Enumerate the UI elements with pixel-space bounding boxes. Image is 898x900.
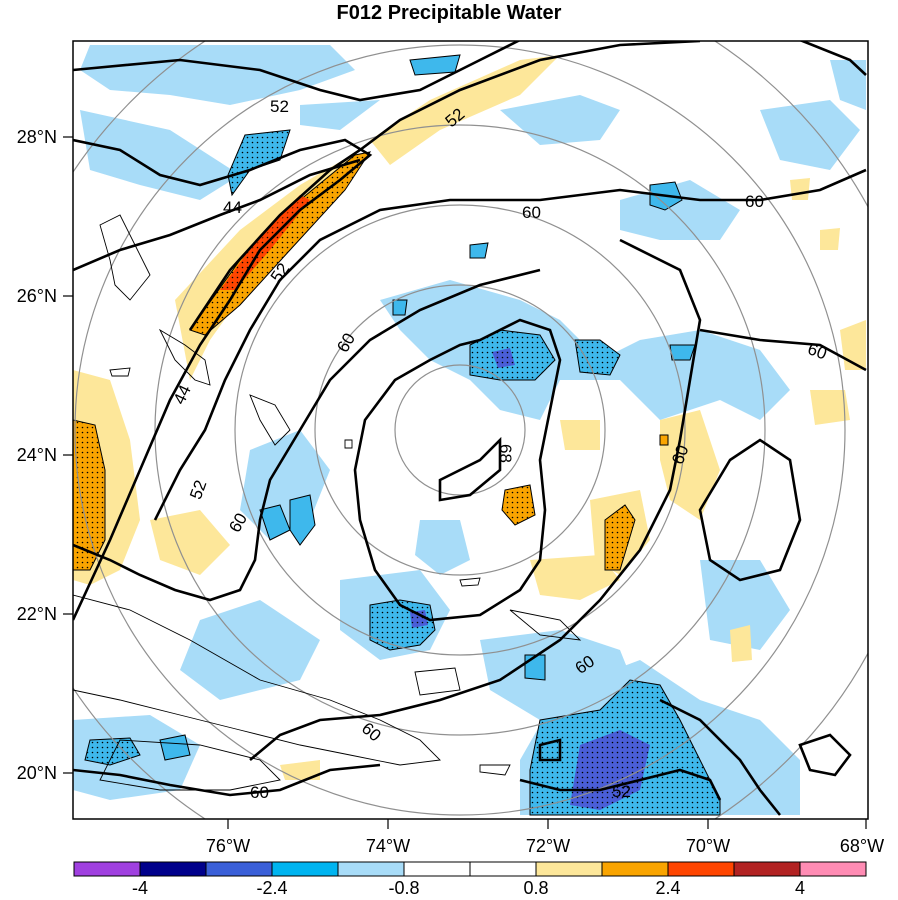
lat-ticks	[63, 136, 73, 774]
lat-label: 22°N	[17, 604, 57, 624]
colorbar-label: -2.4	[256, 878, 287, 898]
colorbar-swatch	[535, 861, 603, 877]
colorbar-swatch	[139, 861, 207, 877]
pw-contours	[73, 41, 867, 816]
lon-labels: 76°W 74°W 72°W 70°W 68°W	[206, 836, 884, 856]
colorbar-swatch	[337, 861, 405, 877]
lat-label: 28°N	[17, 127, 57, 147]
contour-label: 60	[522, 203, 541, 222]
coastlines	[73, 214, 582, 791]
contour-label: 44	[223, 198, 242, 217]
lat-label: 20°N	[17, 763, 57, 783]
colorbar-swatch	[271, 861, 339, 877]
colorbar-swatch	[601, 861, 669, 877]
colorbar	[73, 861, 867, 877]
lon-label: 68°W	[840, 836, 884, 856]
colorbar-swatch	[403, 861, 471, 877]
colorbar-label: -0.8	[388, 878, 419, 898]
lon-label: 76°W	[206, 836, 250, 856]
colorbar-label: -4	[132, 878, 148, 898]
contour-label: 52	[270, 97, 289, 116]
lon-ticks	[227, 819, 867, 829]
contour-label: 52	[612, 782, 631, 801]
lon-label: 70°W	[686, 836, 730, 856]
colorbar-label: 0.8	[523, 878, 548, 898]
lon-label: 74°W	[366, 836, 410, 856]
map-title: F012 Precipitable Water	[336, 2, 562, 24]
colorbar-label: 4	[795, 878, 805, 898]
stipple-negative	[85, 130, 720, 815]
colorbar-swatch	[205, 861, 273, 877]
colorbar-swatch	[799, 861, 867, 877]
lat-labels: 28°N 26°N 24°N 22°N 20°N	[17, 127, 57, 783]
lat-label: 26°N	[17, 286, 57, 306]
lon-label: 72°W	[526, 836, 570, 856]
colorbar-label: 2.4	[655, 878, 680, 898]
contour-label: 60	[250, 783, 269, 802]
lat-label: 24°N	[17, 445, 57, 465]
colorbar-swatch	[469, 861, 537, 877]
colorbar-swatch	[667, 861, 735, 877]
plot-frame	[72, 40, 869, 820]
contour-label: 68	[496, 444, 515, 463]
colorbar-swatch	[73, 861, 141, 877]
contour-label: 60	[745, 192, 764, 211]
colorbar-swatch	[733, 861, 801, 877]
colorbar-labels: -4 -2.4 -0.8 0.8 2.4 4	[132, 878, 805, 898]
